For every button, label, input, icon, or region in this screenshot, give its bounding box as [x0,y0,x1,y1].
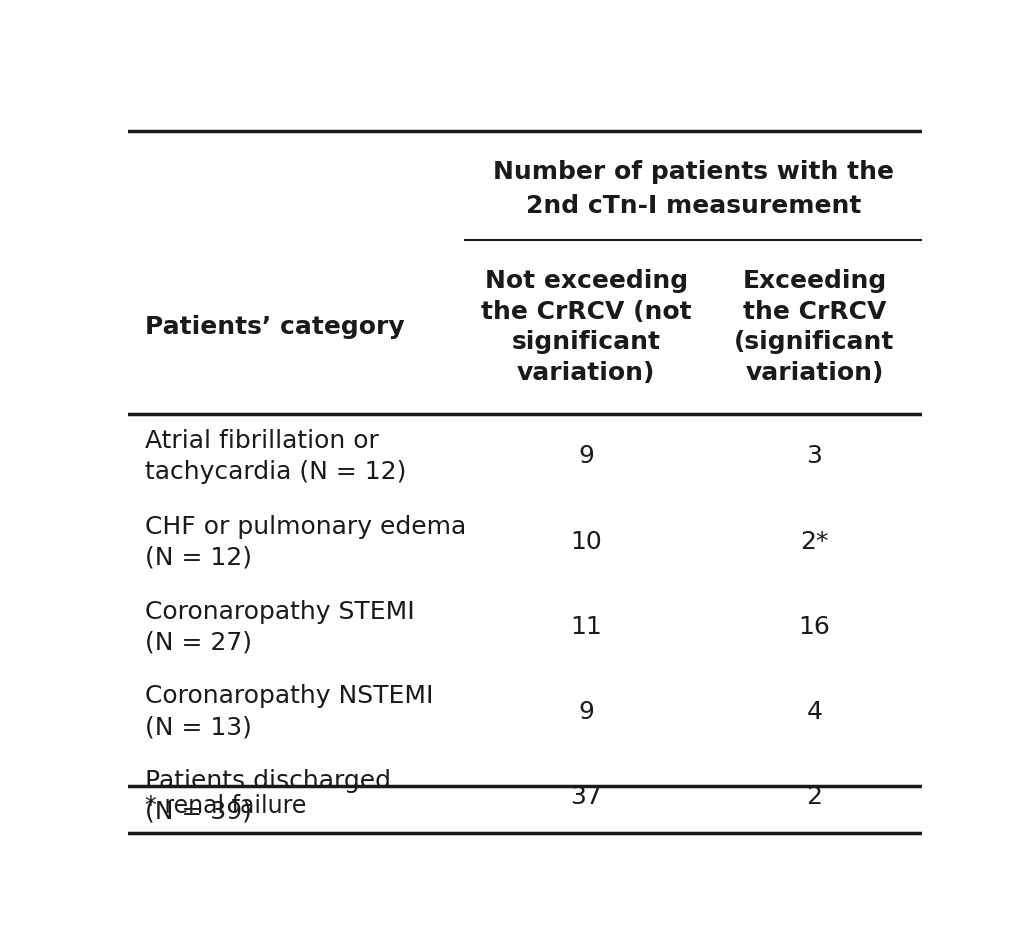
Text: Not exceeding
the CrRCV (not
significant
variation): Not exceeding the CrRCV (not significant… [481,269,691,385]
Text: 37: 37 [570,785,602,808]
Text: * renal failure: * renal failure [145,794,307,818]
Text: Coronaropathy STEMI
(N = 27): Coronaropathy STEMI (N = 27) [145,600,415,655]
Text: 2*: 2* [801,530,828,554]
Text: Coronaropathy NSTEMI
(N = 13): Coronaropathy NSTEMI (N = 13) [145,685,434,739]
Text: Patients’ category: Patients’ category [145,315,406,339]
Text: 10: 10 [570,530,602,554]
Text: 3: 3 [807,445,822,468]
Text: 9: 9 [579,700,594,723]
Text: 9: 9 [579,445,594,468]
Text: Exceeding
the CrRCV
(significant
variation): Exceeding the CrRCV (significant variati… [734,269,895,385]
Text: Number of patients with the
2nd cTn-I measurement: Number of patients with the 2nd cTn-I me… [493,160,894,218]
Text: Atrial fibrillation or
tachycardia (N = 12): Atrial fibrillation or tachycardia (N = … [145,430,407,484]
Text: 4: 4 [807,700,822,723]
Text: Patients discharged
(N = 39): Patients discharged (N = 39) [145,770,391,824]
Text: 11: 11 [570,615,602,639]
Text: CHF or pulmonary edema
(N = 12): CHF or pulmonary edema (N = 12) [145,514,467,569]
Text: 16: 16 [799,615,830,639]
Text: 2: 2 [807,785,822,808]
